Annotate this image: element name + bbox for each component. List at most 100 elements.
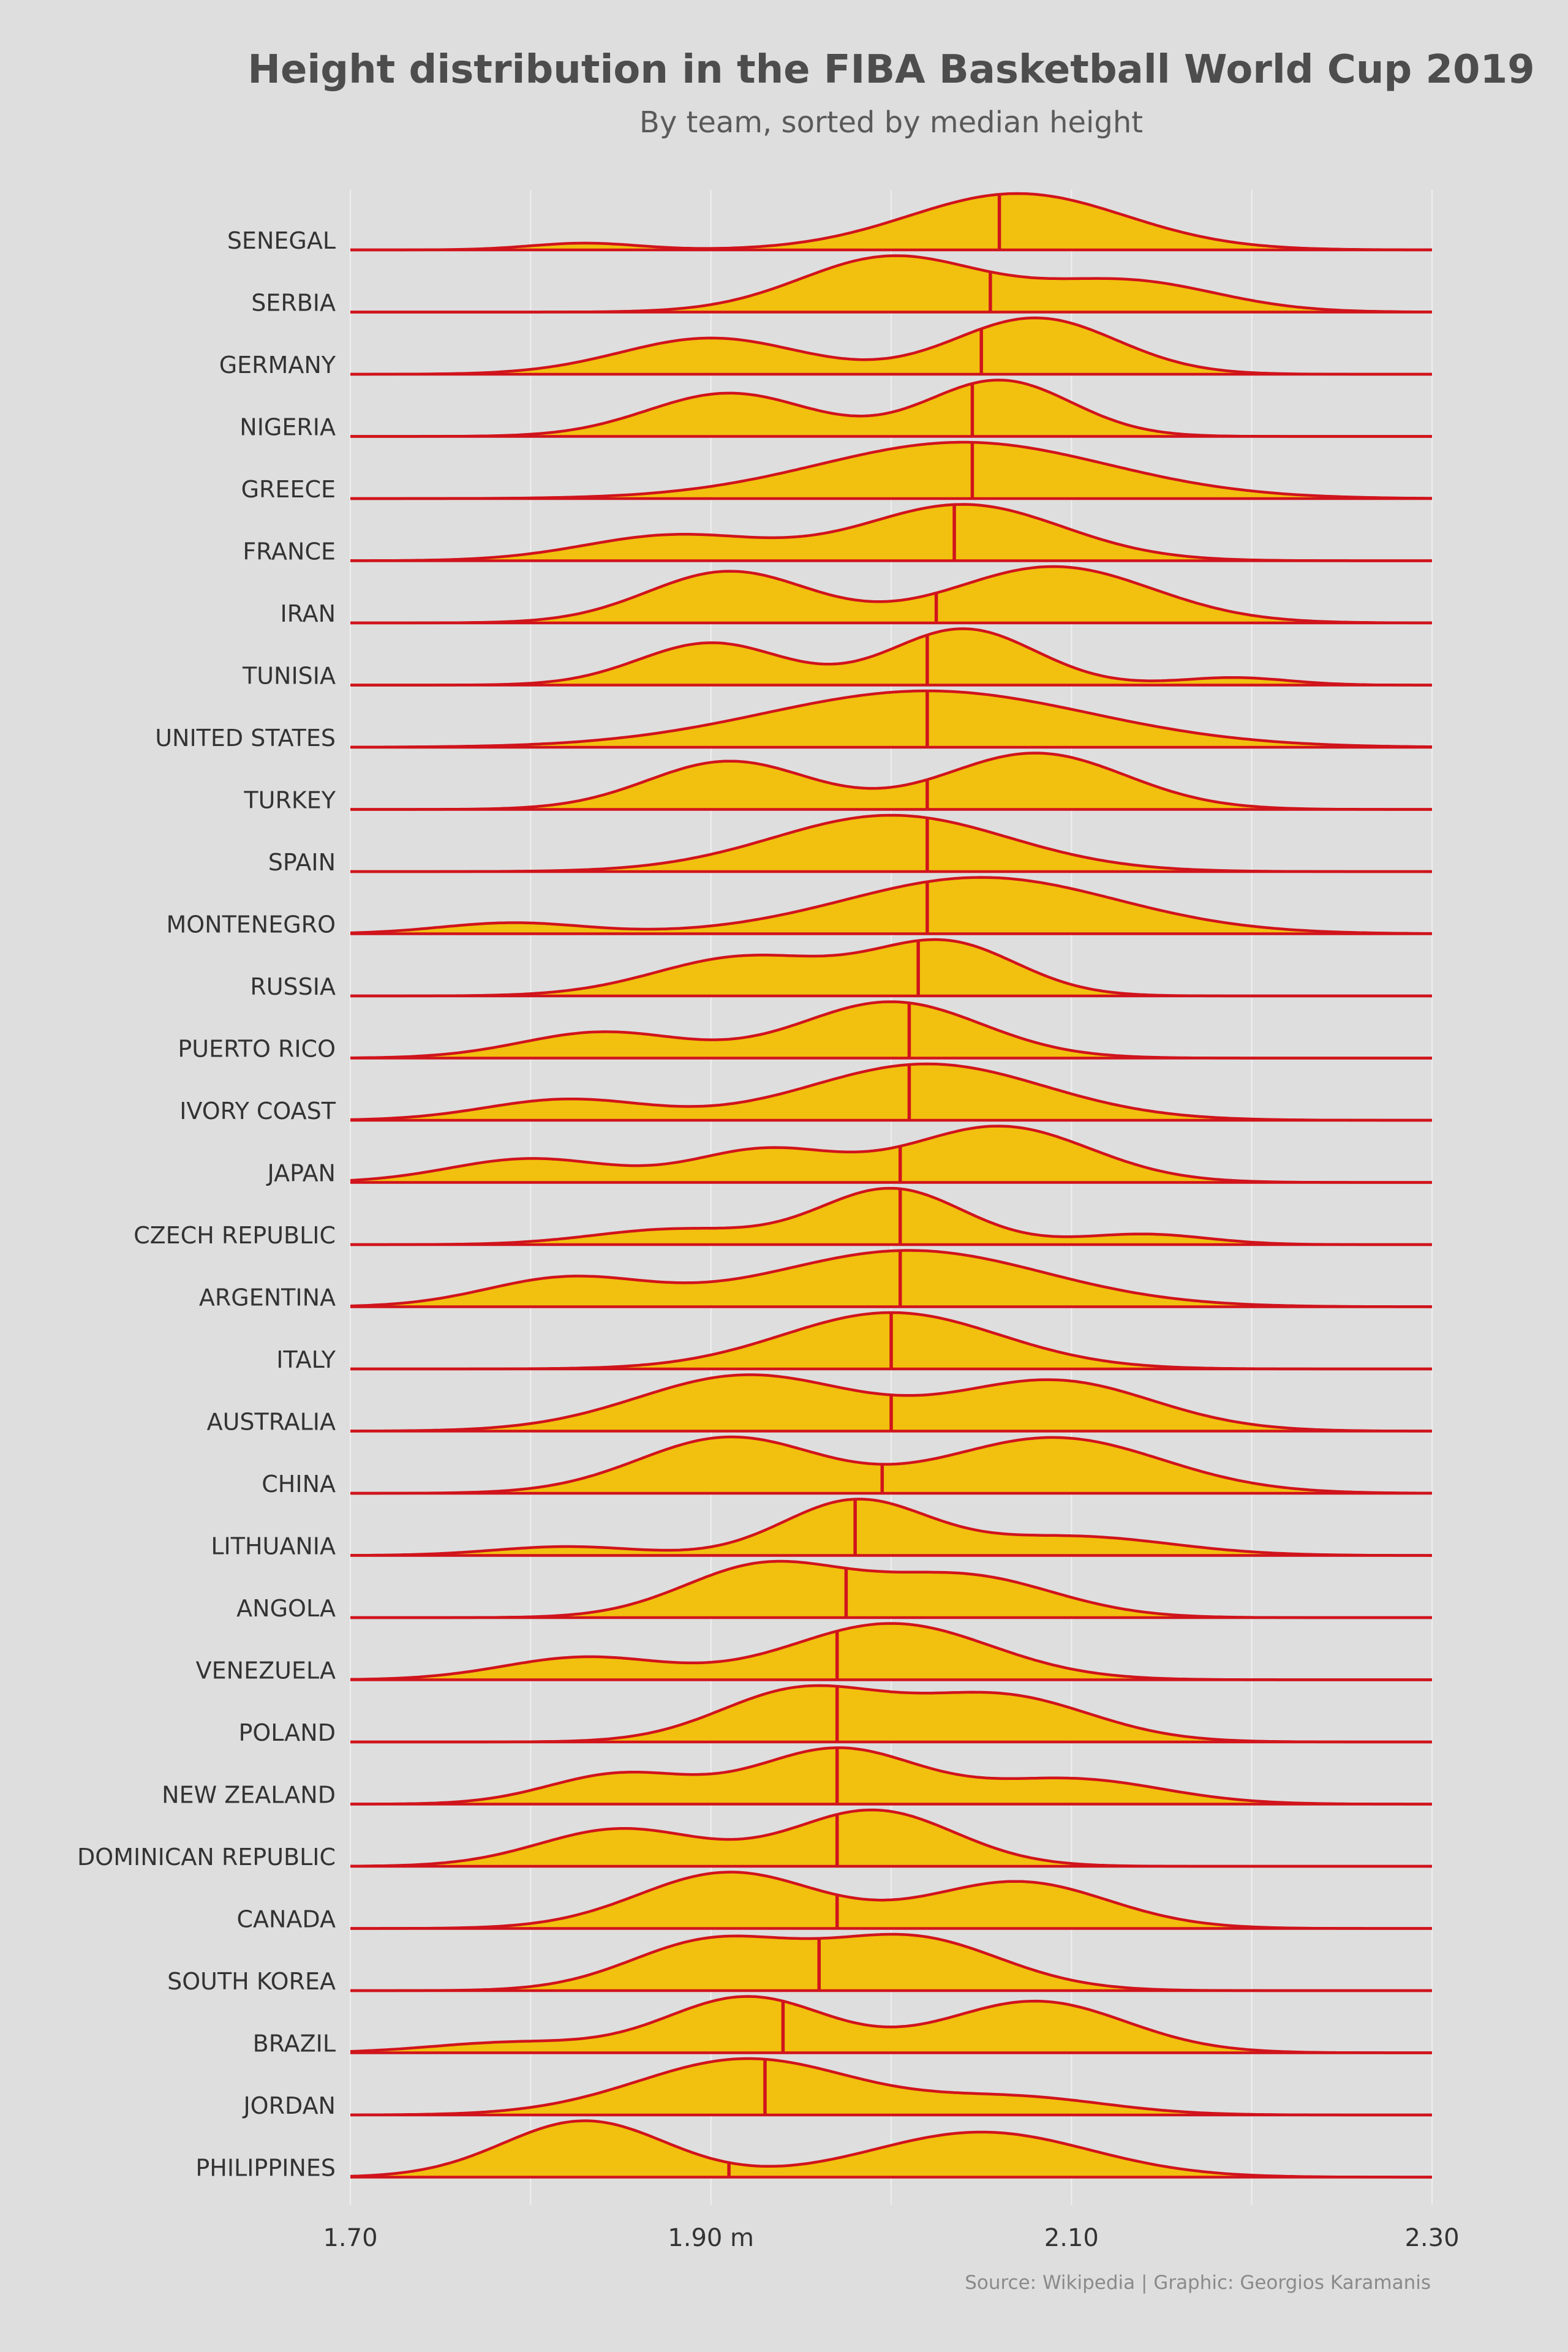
- team-labels: SENEGAL SERBIA GERMANY NIGERIA GREECE FRANCE I…: [77, 227, 336, 2182]
- density-area: [350, 815, 1432, 872]
- density-area: [350, 442, 1432, 499]
- team-label: IVORY COAST: [179, 1098, 336, 1125]
- density-line: [350, 627, 1432, 687]
- density-area: [350, 753, 1432, 810]
- ridge-ivory-coast: [350, 1062, 1432, 1122]
- team-label: UNITED STATES: [155, 725, 336, 752]
- density-line: [350, 1871, 1432, 1930]
- density-line: [350, 1808, 1432, 1868]
- x-axis: 1.70 1.90 m 2.10 2.30: [323, 2224, 1459, 2252]
- density-line: [350, 1249, 1432, 1308]
- ridge-poland: [350, 1684, 1432, 1744]
- ridge-argentina: [350, 1249, 1432, 1308]
- x-tick-label: 2.10: [1044, 2224, 1099, 2252]
- team-label: PHILIPPINES: [195, 2155, 336, 2182]
- ridge-tunisia: [350, 627, 1432, 687]
- ridge-serbia: [350, 254, 1432, 314]
- team-label: RUSSIA: [250, 973, 336, 1000]
- ridges: [350, 192, 1433, 2179]
- ridge-nigeria: [350, 379, 1432, 438]
- ridge-canada: [350, 1871, 1432, 1930]
- ridge-france: [350, 503, 1432, 562]
- density-line: [350, 503, 1432, 562]
- x-tick-label: 2.30: [1404, 2224, 1459, 2252]
- density-area: [350, 1686, 1432, 1742]
- density-line: [350, 1186, 1432, 1246]
- density-area: [350, 940, 1432, 996]
- team-label: JORDAN: [242, 2092, 336, 2119]
- ridge-south-korea: [350, 1932, 1432, 1992]
- team-label: VENEZUELA: [196, 1657, 336, 1684]
- density-area: [350, 1064, 1432, 1120]
- density-line: [350, 379, 1432, 438]
- density-area: [350, 504, 1432, 561]
- density-area: [350, 1188, 1432, 1245]
- team-label: LITHUANIA: [211, 1533, 336, 1560]
- density-area: [350, 628, 1432, 685]
- team-label: SENEGAL: [227, 227, 336, 254]
- ridge-angola: [350, 1559, 1432, 1619]
- team-label: ITALY: [276, 1346, 336, 1373]
- ridge-jordan: [350, 2057, 1432, 2117]
- density-line: [350, 1746, 1432, 1806]
- density-line: [350, 689, 1433, 749]
- density-area: [350, 1499, 1432, 1556]
- chart-subtitle: By team, sorted by median height: [639, 105, 1143, 140]
- team-label: FRANCE: [243, 538, 336, 565]
- density-line: [350, 1995, 1432, 2054]
- team-label: JAPAN: [266, 1160, 336, 1187]
- team-label: BRAZIL: [253, 2030, 336, 2057]
- team-label: CHINA: [262, 1471, 336, 1498]
- team-label: TUNISIA: [242, 663, 336, 690]
- density-line: [350, 1125, 1432, 1184]
- ridge-iran: [350, 565, 1432, 625]
- density-area: [350, 691, 1432, 747]
- chart-caption: Source: Wikipedia | Graphic: Georgios Ka…: [965, 2272, 1431, 2294]
- team-label: POLAND: [238, 1719, 336, 1746]
- density-area: [350, 1126, 1432, 1183]
- ridge-new-zealand: [350, 1746, 1432, 1806]
- density-area: [350, 255, 1432, 312]
- ridge-germany: [350, 316, 1432, 376]
- density-area: [350, 1001, 1432, 1058]
- team-label: ANGOLA: [236, 1595, 336, 1622]
- team-label: GERMANY: [219, 352, 336, 379]
- team-label: SPAIN: [268, 849, 336, 876]
- team-label: PUERTO RICO: [178, 1036, 336, 1063]
- density-line: [350, 876, 1432, 935]
- ridge-philippines: [350, 2119, 1432, 2179]
- team-label: CZECH REPUBLIC: [134, 1222, 336, 1249]
- ridge-united-states: [350, 689, 1433, 749]
- density-line: [350, 1684, 1432, 1744]
- team-label: ARGENTINA: [199, 1284, 336, 1311]
- ridge-australia: [350, 1373, 1432, 1433]
- x-tick-label: 1.70: [323, 2224, 377, 2252]
- ridge-greece: [350, 440, 1432, 500]
- density-area: [350, 1810, 1432, 1866]
- density-line: [350, 2119, 1432, 2179]
- chart-title: Height distribution in the FIBA Basketba…: [247, 47, 1534, 92]
- density-line: [350, 752, 1432, 811]
- density-area: [350, 318, 1432, 374]
- ridge-czech-republic: [350, 1186, 1432, 1246]
- ridge-turkey: [350, 752, 1432, 811]
- density-line: [350, 192, 1432, 252]
- density-line: [350, 1435, 1432, 1495]
- density-area: [350, 1934, 1432, 1991]
- ridge-china: [350, 1435, 1432, 1495]
- density-line: [350, 440, 1432, 500]
- ridge-lithuania: [350, 1498, 1432, 1557]
- density-line: [350, 1373, 1432, 1433]
- density-area: [350, 380, 1432, 437]
- density-area: [350, 2120, 1432, 2177]
- density-area: [350, 567, 1432, 623]
- ridge-dominican-republic: [350, 1808, 1432, 1868]
- team-label: SOUTH KOREA: [167, 1968, 336, 1995]
- density-line: [350, 1498, 1432, 1557]
- team-label: IRAN: [281, 600, 336, 627]
- team-label: NEW ZEALAND: [162, 1782, 336, 1809]
- team-label: GREECE: [241, 476, 336, 503]
- density-area: [350, 1996, 1432, 2053]
